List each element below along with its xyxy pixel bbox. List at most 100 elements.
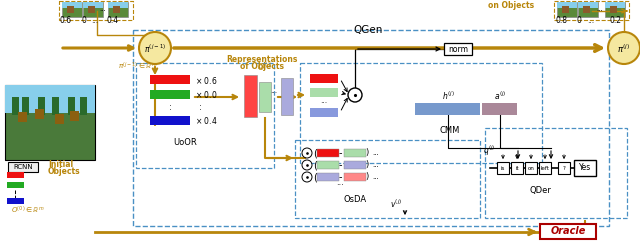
FancyBboxPatch shape	[557, 2, 577, 8]
FancyBboxPatch shape	[52, 97, 59, 115]
Circle shape	[302, 160, 312, 170]
FancyBboxPatch shape	[7, 198, 24, 204]
Text: Distribution
on Objects: Distribution on Objects	[488, 0, 540, 10]
Text: norm: norm	[448, 45, 468, 53]
FancyBboxPatch shape	[55, 114, 64, 124]
FancyBboxPatch shape	[482, 103, 517, 115]
FancyBboxPatch shape	[574, 160, 596, 176]
FancyBboxPatch shape	[8, 162, 38, 172]
FancyBboxPatch shape	[108, 2, 128, 17]
FancyBboxPatch shape	[558, 162, 570, 174]
Text: RCNN: RCNN	[13, 164, 33, 170]
Text: ...: ...	[271, 86, 278, 95]
Text: Representations: Representations	[227, 55, 298, 64]
FancyBboxPatch shape	[150, 75, 190, 84]
FancyBboxPatch shape	[344, 149, 366, 157]
FancyBboxPatch shape	[88, 6, 95, 13]
Text: $\pi^{(j-1)}$: $\pi^{(j-1)}$	[144, 43, 166, 55]
Text: $O^{(j)}$: $O^{(j)}$	[257, 61, 273, 73]
FancyBboxPatch shape	[557, 2, 577, 17]
Text: ): )	[365, 172, 369, 182]
FancyBboxPatch shape	[583, 6, 590, 13]
FancyBboxPatch shape	[525, 162, 537, 174]
FancyBboxPatch shape	[259, 82, 271, 112]
FancyBboxPatch shape	[415, 103, 480, 115]
Text: QGen: QGen	[353, 25, 383, 35]
Text: ): )	[365, 149, 369, 157]
Text: (: (	[313, 172, 317, 182]
FancyBboxPatch shape	[317, 173, 339, 181]
FancyBboxPatch shape	[108, 2, 128, 8]
Text: 0: 0	[81, 16, 86, 25]
FancyBboxPatch shape	[35, 109, 44, 119]
Circle shape	[139, 32, 171, 64]
Circle shape	[302, 148, 312, 158]
Text: (: (	[313, 160, 317, 170]
Text: $\times$ 0.4: $\times$ 0.4	[195, 116, 218, 126]
FancyBboxPatch shape	[38, 97, 45, 115]
Text: Oracle: Oracle	[550, 227, 586, 236]
Text: $h^{(j)}$: $h^{(j)}$	[442, 90, 454, 102]
Circle shape	[608, 32, 640, 64]
FancyBboxPatch shape	[5, 85, 95, 160]
FancyBboxPatch shape	[83, 2, 103, 8]
Text: $q^{(j)}$: $q^{(j)}$	[483, 144, 495, 158]
Text: $O^{(0)} \in \mathbb{R}^m$: $O^{(0)} \in \mathbb{R}^m$	[11, 204, 45, 215]
Text: -: -	[339, 160, 342, 170]
FancyBboxPatch shape	[70, 111, 79, 121]
FancyBboxPatch shape	[610, 6, 617, 13]
Text: :: :	[168, 103, 172, 111]
FancyBboxPatch shape	[540, 224, 596, 239]
FancyBboxPatch shape	[62, 2, 82, 8]
Text: 0.4: 0.4	[107, 16, 119, 25]
FancyBboxPatch shape	[12, 97, 19, 115]
Text: ...: ...	[372, 174, 379, 180]
FancyBboxPatch shape	[150, 116, 190, 125]
Text: $\times$ 0.6: $\times$ 0.6	[195, 75, 218, 86]
Text: left: left	[541, 166, 549, 170]
Text: it: it	[515, 166, 519, 170]
FancyBboxPatch shape	[317, 149, 339, 157]
Text: Yes: Yes	[579, 164, 591, 172]
Text: Initial: Initial	[48, 160, 73, 169]
Text: ?: ?	[563, 166, 565, 170]
Text: -: -	[339, 172, 342, 182]
FancyBboxPatch shape	[244, 75, 257, 117]
Text: ...: ...	[321, 96, 328, 105]
Text: $a^{(j)}$: $a^{(j)}$	[494, 90, 506, 102]
Text: $v^{(j)}$: $v^{(j)}$	[390, 198, 402, 210]
FancyBboxPatch shape	[7, 172, 24, 178]
Text: -: -	[339, 148, 342, 158]
FancyBboxPatch shape	[310, 88, 338, 97]
Circle shape	[348, 88, 362, 102]
Text: of Objects: of Objects	[240, 62, 284, 71]
FancyBboxPatch shape	[67, 6, 74, 13]
FancyBboxPatch shape	[7, 182, 24, 188]
FancyBboxPatch shape	[497, 162, 509, 174]
Text: $\pi^{(j-1)} \in \mathbb{R}^m$: $\pi^{(j-1)} \in \mathbb{R}^m$	[118, 61, 158, 73]
FancyBboxPatch shape	[5, 85, 95, 113]
Text: $\pi^{(j)}$: $\pi^{(j)}$	[618, 43, 630, 55]
Text: on: on	[527, 166, 534, 170]
FancyBboxPatch shape	[62, 2, 82, 17]
FancyBboxPatch shape	[562, 6, 569, 13]
FancyBboxPatch shape	[539, 162, 551, 174]
Text: 0: 0	[577, 16, 581, 25]
FancyBboxPatch shape	[511, 162, 523, 174]
Text: :: :	[198, 103, 202, 111]
FancyBboxPatch shape	[578, 2, 598, 17]
FancyBboxPatch shape	[80, 97, 87, 115]
FancyBboxPatch shape	[605, 2, 625, 8]
FancyBboxPatch shape	[113, 6, 120, 13]
FancyBboxPatch shape	[444, 43, 472, 55]
Text: ...: ...	[596, 6, 604, 12]
Text: ...: ...	[372, 150, 379, 156]
Text: QDer: QDer	[529, 186, 551, 195]
FancyBboxPatch shape	[83, 2, 103, 17]
Text: 0.2: 0.2	[610, 16, 622, 25]
Text: ): )	[365, 160, 369, 169]
Text: Objects: Objects	[48, 167, 81, 176]
Text: ...: ...	[588, 16, 595, 25]
FancyBboxPatch shape	[150, 90, 190, 99]
Text: (: (	[313, 148, 317, 158]
